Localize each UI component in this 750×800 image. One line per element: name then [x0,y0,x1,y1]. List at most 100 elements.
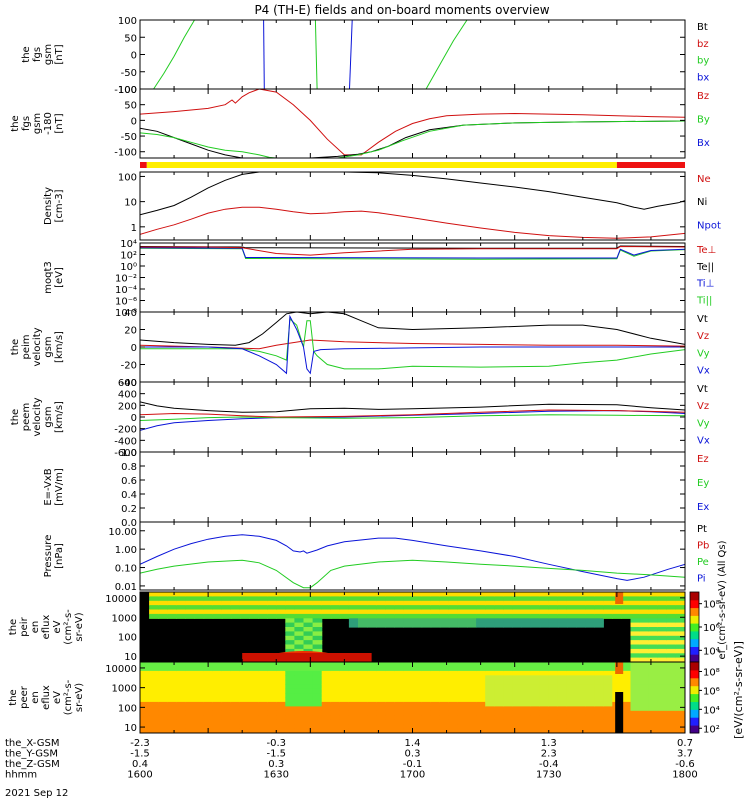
spectrogram-cell [539,596,550,602]
spectrogram-cell [376,618,386,624]
data-gap-marker [615,592,624,604]
spectrogram-cell [285,706,295,712]
spectrogram-cell [675,679,685,685]
spectrogram-cell [376,719,386,725]
legend-item: Vz [697,401,709,412]
spectrogram-cell [312,693,323,699]
spectrogram-cell [212,592,223,597]
spectrogram-cell [321,710,332,716]
spectrogram-cell [594,592,604,597]
spectrogram-cell [539,618,550,624]
spectrogram-cell [539,710,550,716]
y-tick-label: 10⁻² [115,274,137,285]
spectrogram-cell [294,662,305,667]
spectrogram-cell [548,675,559,681]
spectrogram-cell [303,662,314,667]
y-tick-label: 50 [124,101,137,112]
spectrogram-cell [566,618,577,624]
spectrogram-cell [194,670,205,676]
spectrogram-cell [385,684,395,690]
spectrogram-cell [358,706,368,712]
legend-item: by [697,56,709,67]
region-bar-segment [616,162,685,168]
spectrogram-cell [630,609,641,615]
spectrogram-cell [476,622,486,628]
spectrogram-cell [494,706,504,712]
spectrogram-cell [376,724,386,730]
spectrogram-cell [212,688,223,694]
spectrogram-cell [603,613,613,619]
spectrogram-cell [467,719,477,725]
spectrogram-cell [512,719,523,725]
spectrogram-cell [666,693,677,699]
spectrogram-cell [403,728,414,733]
spectrogram-cell [603,719,613,725]
spectrogram-cell [321,679,332,685]
colorbar-label: [eV/(cm²-s-sr-eV)] [732,641,745,739]
spectrogram-cell [203,675,214,681]
spectrogram-cell [149,715,159,721]
y-axis-label: the fgs gsm -180 [nT] [10,112,65,135]
spectrogram-cell [448,706,459,712]
legend-item: Vt [697,314,708,325]
spectrogram-cell [167,697,177,703]
spectrogram-cell [348,715,359,721]
spectrogram-cell [303,600,314,606]
spectrogram-cell [285,613,295,619]
spectrogram-cell [657,706,668,712]
spectrogram-cell [448,613,459,619]
spectrogram-cell [348,701,359,707]
y-tick-label: 0.4 [121,490,137,501]
spectrogram-cell [467,724,477,730]
spectrogram-cell [675,644,685,650]
spectrogram-cell [666,618,677,624]
spectrogram-cell [566,613,577,619]
colorbar-segment [690,662,699,671]
spectrogram-cell [249,670,259,676]
spectrogram-cell [530,609,541,615]
spectrogram-cell [294,640,305,646]
spectrogram-cell [276,701,286,707]
spectrogram-cell [303,679,314,685]
spectrogram-cell [212,613,223,619]
spectrogram-cell [394,715,404,721]
spectrogram-cell [648,653,659,659]
spectrogram-cell [521,596,532,602]
y-axis-label-line: en [30,621,41,634]
spectrogram-cell [639,657,650,662]
spectrogram-cell [358,693,368,699]
spectrogram-cell [467,706,477,712]
spectrogram-cell [294,627,305,632]
spectrogram-cell [476,605,486,611]
spectrogram-cell [576,592,586,597]
spectrogram-cell [385,719,395,725]
spectrogram-cell [249,675,259,681]
y-axis-label-line: gsm [43,44,54,65]
y-axis-label-line: sr-eV) [74,612,85,641]
spectrogram-cell [494,670,504,676]
spectrogram-cell [149,609,159,615]
spectrogram-cell [630,715,641,721]
spectrogram-cell [249,715,259,721]
spectrogram-cell [140,719,150,725]
spectrogram-cell [485,609,495,615]
spectrogram-cell [294,701,305,707]
spectrogram-cell [630,640,641,646]
spectrogram-cell [512,710,523,716]
spectrogram-cell [457,693,468,699]
spectrogram-cell [321,684,332,690]
spectrogram-cell [230,596,241,602]
spectrogram-peir_eflux [140,592,685,662]
spectrogram-cell [666,662,677,667]
spectrogram-cell [149,688,159,694]
spectrogram-cell [376,706,386,712]
y-axis-label: the peem velocity gsm [km/s] [10,397,65,436]
colorbar-segment [690,709,699,718]
spectrogram-cell [176,592,186,597]
spectrogram-cell [194,609,205,615]
spectrogram-cell [585,666,595,672]
spectrogram-cell [239,688,250,694]
colorbar-tick-label: 10⁶ [703,623,720,634]
spectrogram-cell [557,662,568,667]
